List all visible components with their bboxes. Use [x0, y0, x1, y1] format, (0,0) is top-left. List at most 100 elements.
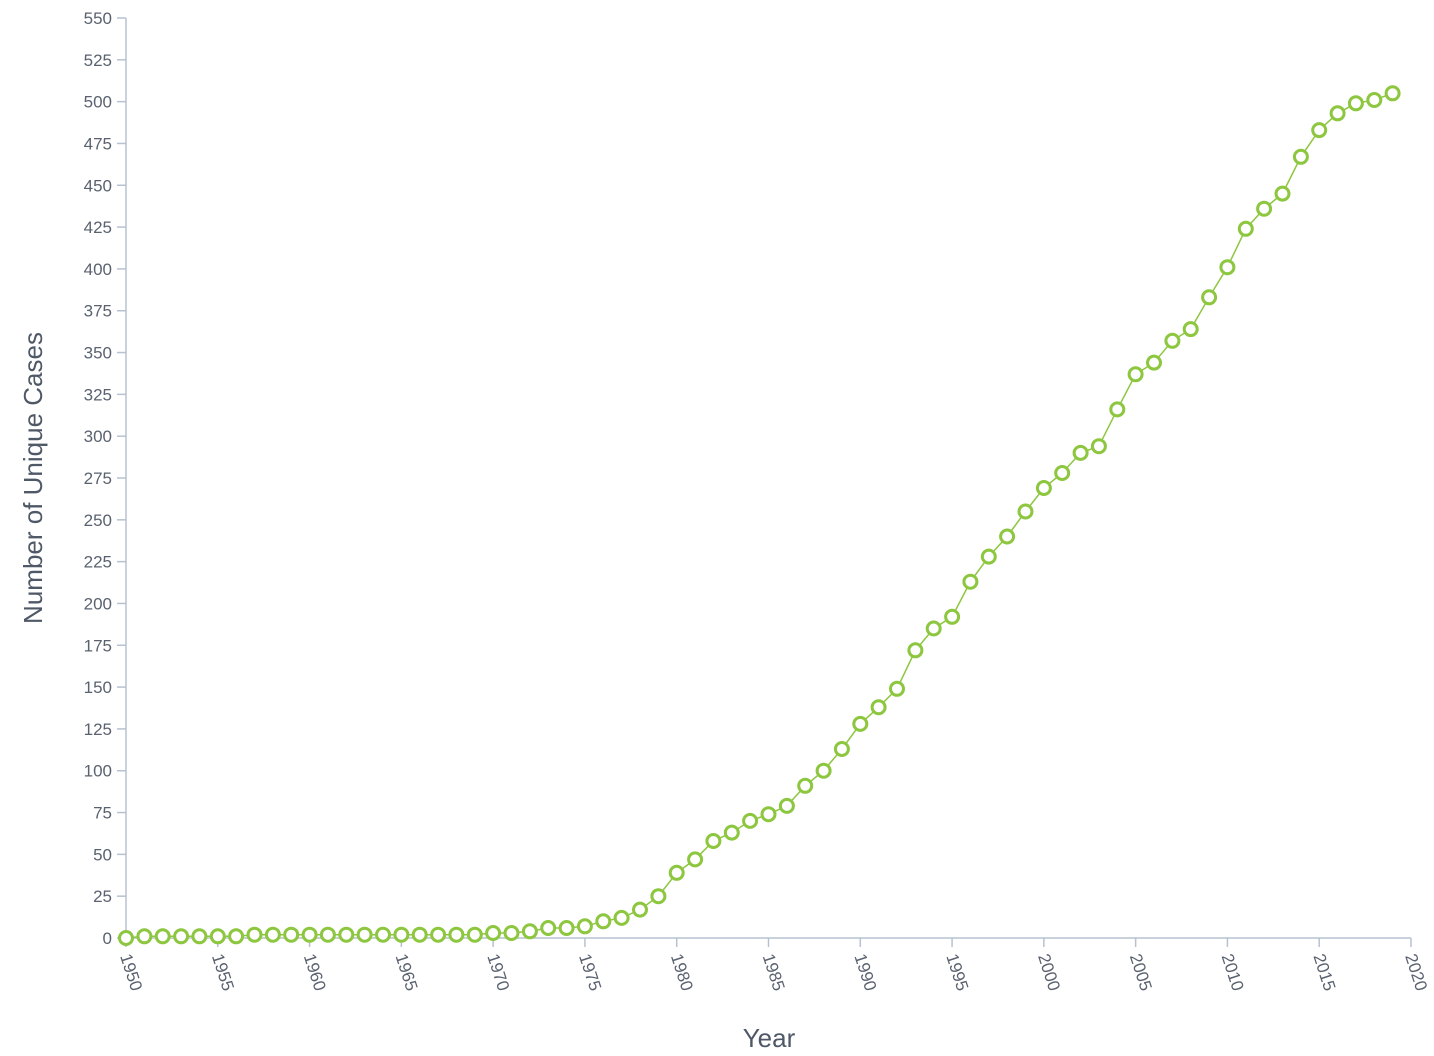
data-point[interactable]	[375, 926, 391, 943]
y-tick-label: 200	[84, 594, 112, 613]
data-point[interactable]	[558, 920, 575, 936]
data-point[interactable]	[815, 762, 832, 779]
data-point[interactable]	[264, 926, 281, 943]
y-tick-label: 350	[84, 344, 112, 363]
data-point[interactable]	[650, 888, 667, 905]
data-point[interactable]	[1164, 332, 1181, 349]
data-point[interactable]	[870, 699, 887, 716]
data-point[interactable]	[980, 548, 997, 565]
data-point[interactable]	[1329, 105, 1346, 122]
data-point[interactable]	[1274, 185, 1291, 202]
data-point[interactable]	[1127, 366, 1144, 383]
data-point[interactable]	[1109, 401, 1126, 418]
data-point[interactable]	[723, 824, 740, 841]
series-line	[125, 92, 1393, 939]
y-tick-label: 300	[84, 427, 112, 446]
y-tick-label: 225	[84, 553, 112, 572]
y-tick-label: 525	[84, 51, 112, 70]
data-point[interactable]	[1072, 444, 1089, 461]
data-point[interactable]	[760, 806, 777, 823]
x-axis: 1950 1955 1960 1965 1970 1975 1980 1985 1990 1995…	[116, 937, 1431, 993]
data-point[interactable]	[448, 926, 465, 943]
data-point[interactable]	[1017, 503, 1034, 520]
y-tick-label: 150	[84, 678, 112, 697]
data-point[interactable]	[411, 926, 428, 943]
data-point[interactable]	[852, 715, 869, 732]
data-point[interactable]	[521, 923, 538, 940]
data-point[interactable]	[687, 851, 704, 868]
y-axis: 0 25 50 75 100 125 150 175 200 225 250 275 300 325 350…	[84, 9, 127, 948]
x-tick-label: 1985	[759, 951, 789, 993]
data-point[interactable]	[632, 901, 648, 918]
data-point[interactable]	[925, 620, 942, 637]
data-point[interactable]	[576, 918, 593, 935]
data-point[interactable]	[1219, 259, 1236, 276]
series-points	[118, 85, 1401, 946]
data-point[interactable]	[118, 930, 134, 946]
data-point[interactable]	[705, 833, 722, 849]
data-point[interactable]	[154, 928, 171, 945]
data-point[interactable]	[907, 642, 924, 659]
data-point[interactable]	[393, 926, 410, 943]
x-tick-label: 1995	[942, 951, 972, 993]
data-point[interactable]	[503, 925, 520, 941]
data-point[interactable]	[466, 926, 483, 943]
data-point[interactable]	[283, 926, 300, 943]
y-tick-label: 450	[84, 176, 112, 195]
data-point[interactable]	[173, 928, 190, 945]
data-point[interactable]	[1347, 95, 1364, 112]
data-point[interactable]	[595, 913, 612, 930]
data-point[interactable]	[1035, 480, 1052, 496]
y-tick-label: 100	[84, 762, 112, 781]
x-tick-label: 1990	[850, 951, 880, 993]
x-tick-label: 2015	[1309, 951, 1339, 993]
y-tick-label: 275	[84, 469, 112, 488]
data-point[interactable]	[1182, 321, 1199, 338]
data-point[interactable]	[1366, 92, 1383, 108]
x-tick-label: 1980	[667, 951, 697, 993]
y-tick-label: 550	[84, 9, 112, 28]
data-point[interactable]	[1237, 220, 1254, 237]
x-tick-label: 1955	[208, 951, 238, 993]
data-point[interactable]	[1090, 438, 1107, 455]
data-point[interactable]	[613, 909, 630, 926]
data-point[interactable]	[540, 920, 557, 936]
x-tick-label: 2005	[1126, 951, 1156, 993]
data-point[interactable]	[833, 741, 850, 757]
data-point[interactable]	[962, 573, 979, 590]
data-point[interactable]	[742, 812, 759, 829]
x-tick-label: 2010	[1218, 951, 1248, 993]
data-point[interactable]	[889, 680, 905, 697]
y-tick-label: 50	[93, 845, 112, 864]
x-tick-label: 1970	[483, 951, 513, 993]
x-tick-label: 2000	[1034, 951, 1064, 993]
data-point[interactable]	[356, 926, 373, 943]
data-point[interactable]	[485, 925, 502, 941]
data-point[interactable]	[778, 797, 795, 814]
data-point[interactable]	[944, 608, 961, 625]
data-point[interactable]	[301, 926, 318, 943]
data-point[interactable]	[1384, 85, 1401, 102]
data-point[interactable]	[999, 528, 1016, 545]
data-point[interactable]	[228, 928, 245, 945]
data-point[interactable]	[338, 926, 355, 943]
data-point[interactable]	[1256, 200, 1273, 217]
data-point[interactable]	[1292, 148, 1309, 165]
y-axis-title: Number of Unique Cases	[18, 332, 48, 624]
data-point[interactable]	[136, 928, 153, 945]
data-point[interactable]	[797, 777, 814, 794]
data-point[interactable]	[1054, 465, 1071, 481]
data-point[interactable]	[1146, 354, 1162, 371]
data-point[interactable]	[246, 926, 263, 943]
data-point[interactable]	[191, 928, 208, 945]
data-point[interactable]	[430, 926, 447, 943]
y-tick-label: 500	[84, 93, 112, 112]
data-point[interactable]	[1201, 289, 1218, 306]
y-tick-label: 250	[84, 511, 112, 530]
x-tick-label: 2020	[1401, 951, 1431, 993]
data-point[interactable]	[1311, 122, 1328, 139]
data-point[interactable]	[668, 864, 685, 881]
data-point[interactable]	[319, 926, 336, 943]
data-point[interactable]	[209, 928, 226, 945]
